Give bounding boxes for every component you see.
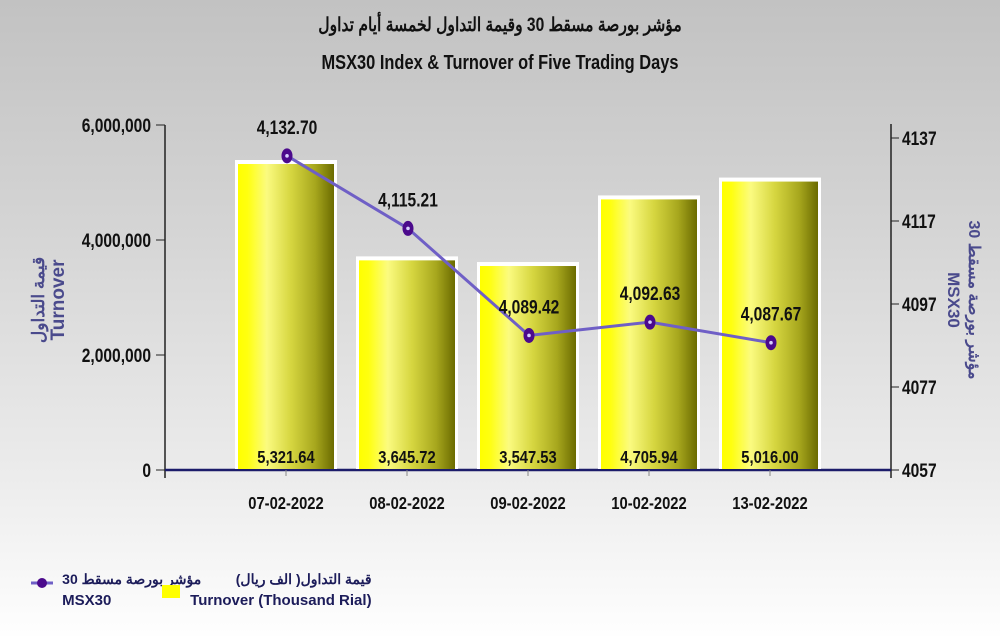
bar-swatch-icon: [162, 585, 180, 598]
data-labels: 5,321.64 3,645.72 3,547.53 4,705.94 5,016.00…: [257, 116, 802, 467]
right-tick-label: 4057: [902, 460, 937, 482]
turnover-bar: [238, 164, 334, 469]
left-tick-label: 0: [142, 460, 151, 482]
axes: 0 2,000,000 4,000,000 6,000,000 4057 4077 4097…: [82, 115, 937, 514]
legend-msx30-english: MSX30: [62, 592, 112, 609]
x-category-label: 07-02-2022: [248, 494, 323, 514]
line-value-label: 4,087.67: [741, 303, 802, 325]
bar-value-label: 5,016.00: [741, 448, 798, 468]
turnover-bar: [359, 260, 455, 469]
bar-value-label: 3,547.53: [499, 448, 556, 468]
right-axis-title-arabic: مؤشر بورصة مسقط 30: [965, 220, 982, 380]
bar-value-label: 5,321.64: [257, 448, 315, 468]
x-category-label: 08-02-2022: [369, 494, 444, 514]
turnover-bar: [601, 199, 697, 469]
legend-msx30-arabic: مؤشر بورصة مسقط 30: [62, 571, 202, 587]
chart-title-arabic: مؤشر بورصة مسقط 30 وقيمة التداول لخمسة أ…: [318, 15, 682, 36]
line-value-label: 4,092.63: [620, 283, 681, 305]
left-axis-title-arabic: قيمة التداول: [29, 256, 48, 344]
right-tick-label: 4117: [902, 211, 936, 233]
line-value-label: 4,089.42: [499, 296, 560, 318]
turnover-bars: [235, 160, 821, 469]
legend-item-turnover: قيمة التداول( الف ريال) Turnover (Thousa…: [162, 568, 372, 612]
left-tick-label: 6,000,000: [82, 115, 151, 137]
legend-turnover-arabic: قيمة التداول( الف ريال): [235, 571, 372, 587]
left-tick-label: 4,000,000: [82, 230, 151, 252]
legend-turnover-english: Turnover (Thousand Rial): [190, 592, 372, 609]
legend-item-msx30: مؤشر بورصة مسقط 30 MSX30: [30, 568, 201, 612]
right-tick-label: 4097: [902, 294, 937, 316]
right-tick-label: 4137: [902, 128, 937, 150]
line-value-label: 4,115.21: [378, 189, 438, 211]
bar-value-label: 4,705.94: [620, 448, 678, 468]
chart-title-english: MSX30 Index & Turnover of Five Trading D…: [321, 52, 679, 74]
left-tick-label: 2,000,000: [82, 345, 151, 367]
line-marker-icon: [31, 578, 53, 588]
x-category-label: 13-02-2022: [732, 494, 807, 514]
turnover-bar: [480, 266, 576, 469]
right-tick-label: 4077: [902, 377, 937, 399]
right-axis-title-english: MSX30: [944, 272, 963, 328]
x-category-label: 10-02-2022: [611, 494, 686, 514]
msx30-line: [281, 148, 777, 351]
turnover-bar: [722, 181, 818, 469]
bar-value-label: 3,645.72: [378, 448, 435, 468]
left-axis-title-english: Turnover: [48, 259, 69, 341]
x-category-label: 09-02-2022: [490, 494, 565, 514]
line-value-label: 4,132.70: [257, 116, 318, 138]
